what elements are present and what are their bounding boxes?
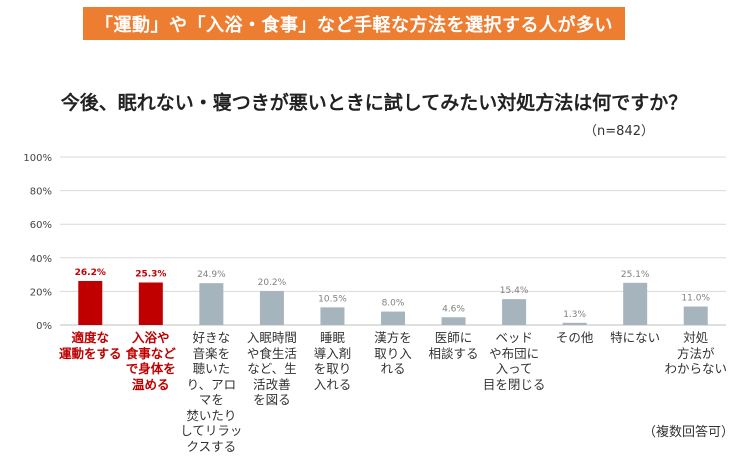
bar: [199, 283, 224, 325]
x-tick-label: 好きな 音楽を 聴いた り、アロ マを 焚いたり してリラッ クスする: [180, 330, 243, 454]
x-tick-label: 漢方を 取り入 れる: [374, 330, 412, 376]
headline-banner: 「運動」や「入浴・食事」など手軽な方法を選択する人が多い: [83, 7, 625, 40]
x-tick-label: 睡眠 導入剤 を取り 入れる: [313, 330, 352, 392]
y-tick-label: 20%: [30, 287, 52, 298]
x-tick-label: 医師に 相談する: [428, 330, 479, 361]
bar: [441, 317, 466, 325]
data-label: 1.3%: [563, 310, 586, 320]
bar: [259, 291, 284, 325]
data-label: 25.1%: [621, 270, 650, 280]
bar: [381, 311, 405, 325]
bar: [502, 299, 527, 325]
x-tick-label: 入眠時間 や食生活 など、生 活改善 を図る: [246, 330, 297, 407]
data-label: 20.2%: [258, 278, 287, 288]
bar: [562, 322, 587, 325]
data-label: 4.6%: [442, 304, 465, 314]
data-label: 11.0%: [681, 294, 710, 304]
x-tick-label: 対処 方法が わからない: [664, 330, 727, 376]
data-label: 24.9%: [197, 270, 226, 280]
data-label: 10.5%: [318, 294, 347, 304]
bar: [623, 282, 648, 325]
bar: [683, 306, 708, 325]
x-tick-label: ベッド や布団に 入って 目を閉じる: [482, 330, 546, 392]
x-tick-label: 適度な 運動をする: [59, 330, 122, 361]
footnote: （複数回答可）: [642, 425, 734, 440]
y-tick-label: 60%: [30, 220, 52, 231]
x-tick-label: 入浴や 食事など で身体を 温める: [125, 330, 176, 392]
x-tick-label: その他: [555, 330, 594, 345]
y-tick-label: 0%: [36, 321, 52, 332]
x-tick-label: 特にない: [610, 330, 661, 345]
data-label: 26.2%: [75, 268, 106, 278]
y-tick-label: 100%: [23, 153, 52, 164]
y-tick-label: 80%: [30, 187, 52, 198]
data-label: 15.4%: [500, 286, 529, 296]
data-label: 25.3%: [135, 269, 166, 279]
sample-size-label: （n=842）: [584, 124, 654, 139]
bar: [320, 307, 345, 325]
chart-title: 今後、眠れない・寝つきが悪いときに試してみたい対処方法は何ですか？: [60, 92, 688, 114]
bar: [78, 280, 103, 325]
data-label: 8.0%: [382, 299, 405, 309]
y-tick-label: 40%: [30, 254, 52, 265]
bar: [138, 282, 163, 325]
